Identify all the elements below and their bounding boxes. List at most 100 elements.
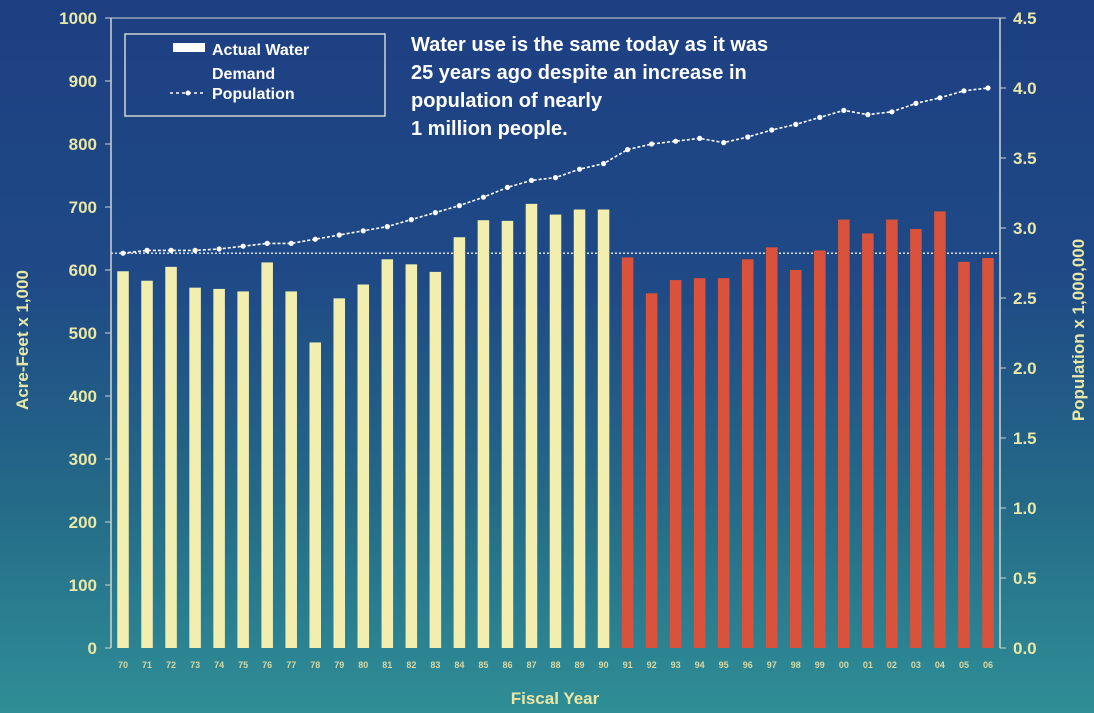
legend: Actual Water Demand Population xyxy=(124,33,386,117)
x-tick-label-75: 75 xyxy=(238,660,248,670)
bar-86 xyxy=(501,220,514,649)
bar-06 xyxy=(982,258,994,648)
bar-90 xyxy=(597,209,610,648)
population-point-95 xyxy=(721,140,727,146)
population-point-96 xyxy=(745,134,751,140)
bars-group xyxy=(117,203,994,649)
bar-75 xyxy=(237,291,249,648)
bar-95 xyxy=(717,278,730,648)
population-point-84 xyxy=(456,203,462,209)
population-point-76 xyxy=(264,240,270,246)
annotation-line-2: 25 years ago despite an increase in xyxy=(411,62,747,84)
x-tick-label-05: 05 xyxy=(959,660,969,670)
bar-98 xyxy=(790,270,802,648)
bar-96 xyxy=(741,259,754,648)
bar-84 xyxy=(453,237,466,649)
x-tick-label-73: 73 xyxy=(190,660,200,670)
population-point-85 xyxy=(480,194,487,200)
bar-97 xyxy=(765,247,778,648)
y-axis-title: Acre-Feet x 1,000 xyxy=(13,270,32,410)
population-point-90 xyxy=(600,161,607,167)
y2-axis-title: Population x 1,000,000 xyxy=(1069,239,1088,421)
x-tick-label-04: 04 xyxy=(935,660,945,670)
bar-03 xyxy=(910,229,922,649)
population-point-75 xyxy=(240,243,246,249)
x-tick-label-90: 90 xyxy=(599,660,609,670)
legend-bar-swatch xyxy=(173,43,205,52)
population-point-02 xyxy=(889,109,895,115)
population-point-94 xyxy=(697,135,703,141)
population-point-92 xyxy=(649,141,655,147)
bar-82 xyxy=(405,264,418,648)
population-point-93 xyxy=(673,138,679,144)
x-tick-label-79: 79 xyxy=(334,660,344,670)
bar-85 xyxy=(477,220,490,649)
x-tick-label-71: 71 xyxy=(142,660,152,670)
population-point-99 xyxy=(817,114,823,120)
legend-bar-label-line1: Actual Water xyxy=(212,42,309,59)
population-point-05 xyxy=(961,88,967,94)
right-tick-label: 1.0 xyxy=(1013,499,1037,518)
x-tick-label-02: 02 xyxy=(887,660,897,670)
x-tick-label-86: 86 xyxy=(502,660,512,670)
bar-74 xyxy=(213,288,225,648)
x-tick-label-82: 82 xyxy=(406,660,416,670)
legend-line-label: Population xyxy=(212,86,295,103)
x-tick-label-91: 91 xyxy=(623,660,633,670)
population-point-00 xyxy=(841,107,847,113)
population-point-88 xyxy=(552,175,559,181)
annotation-line-4: 1 million people. xyxy=(411,118,568,140)
left-tick-label: 100 xyxy=(69,576,97,595)
population-point-71 xyxy=(144,247,150,253)
bar-05 xyxy=(958,261,970,648)
bar-02 xyxy=(886,219,898,648)
x-tick-label-74: 74 xyxy=(214,660,224,670)
bar-87 xyxy=(525,203,538,648)
x-axis-title: Fiscal Year xyxy=(511,689,600,708)
population-point-86 xyxy=(504,184,511,190)
population-point-70 xyxy=(120,250,126,256)
population-point-81 xyxy=(384,224,390,230)
bar-79 xyxy=(333,298,346,648)
population-point-73 xyxy=(192,247,198,253)
bar-01 xyxy=(862,233,874,648)
x-tick-label-97: 97 xyxy=(767,660,777,670)
right-tick-labels: 0.0 0.5 1.0 1.5 2.0 2.5 3.0 3.5 4.0 4.5 xyxy=(1000,9,1037,658)
bar-78 xyxy=(309,342,321,648)
population-point-78 xyxy=(312,236,318,242)
bar-91 xyxy=(621,257,634,648)
x-tick-label-99: 99 xyxy=(815,660,825,670)
population-point-77 xyxy=(288,240,294,246)
right-tick-label: 0.0 xyxy=(1013,639,1037,658)
x-tick-label-84: 84 xyxy=(454,660,464,670)
population-point-82 xyxy=(408,217,414,223)
x-tick-label-72: 72 xyxy=(166,660,176,670)
x-tick-label-77: 77 xyxy=(286,660,296,670)
bar-73 xyxy=(189,287,201,648)
bar-04 xyxy=(934,211,946,648)
x-tick-label-78: 78 xyxy=(310,660,320,670)
bar-70 xyxy=(117,271,129,648)
left-tick-label: 700 xyxy=(69,198,97,217)
bar-93 xyxy=(669,280,682,648)
x-tick-label-80: 80 xyxy=(358,660,368,670)
population-line-group xyxy=(120,85,991,256)
left-tick-labels: 0 100 200 300 400 500 600 700 800 900 1000 xyxy=(59,9,111,658)
bar-72 xyxy=(165,266,177,648)
bar-92 xyxy=(645,293,658,648)
x-tick-label-93: 93 xyxy=(671,660,681,670)
bar-83 xyxy=(429,271,442,648)
right-tick-label: 2.5 xyxy=(1013,289,1037,308)
left-tick-label: 1000 xyxy=(59,9,97,28)
bar-88 xyxy=(549,214,562,648)
population-point-87 xyxy=(528,177,535,183)
right-tick-label: 0.5 xyxy=(1013,569,1037,588)
x-tick-label-94: 94 xyxy=(695,660,705,670)
bar-80 xyxy=(357,284,370,648)
right-tick-label: 3.5 xyxy=(1013,149,1037,168)
bar-77 xyxy=(285,291,297,648)
x-tick-label-03: 03 xyxy=(911,660,921,670)
x-tick-label-98: 98 xyxy=(791,660,801,670)
legend-line-marker xyxy=(185,90,191,96)
